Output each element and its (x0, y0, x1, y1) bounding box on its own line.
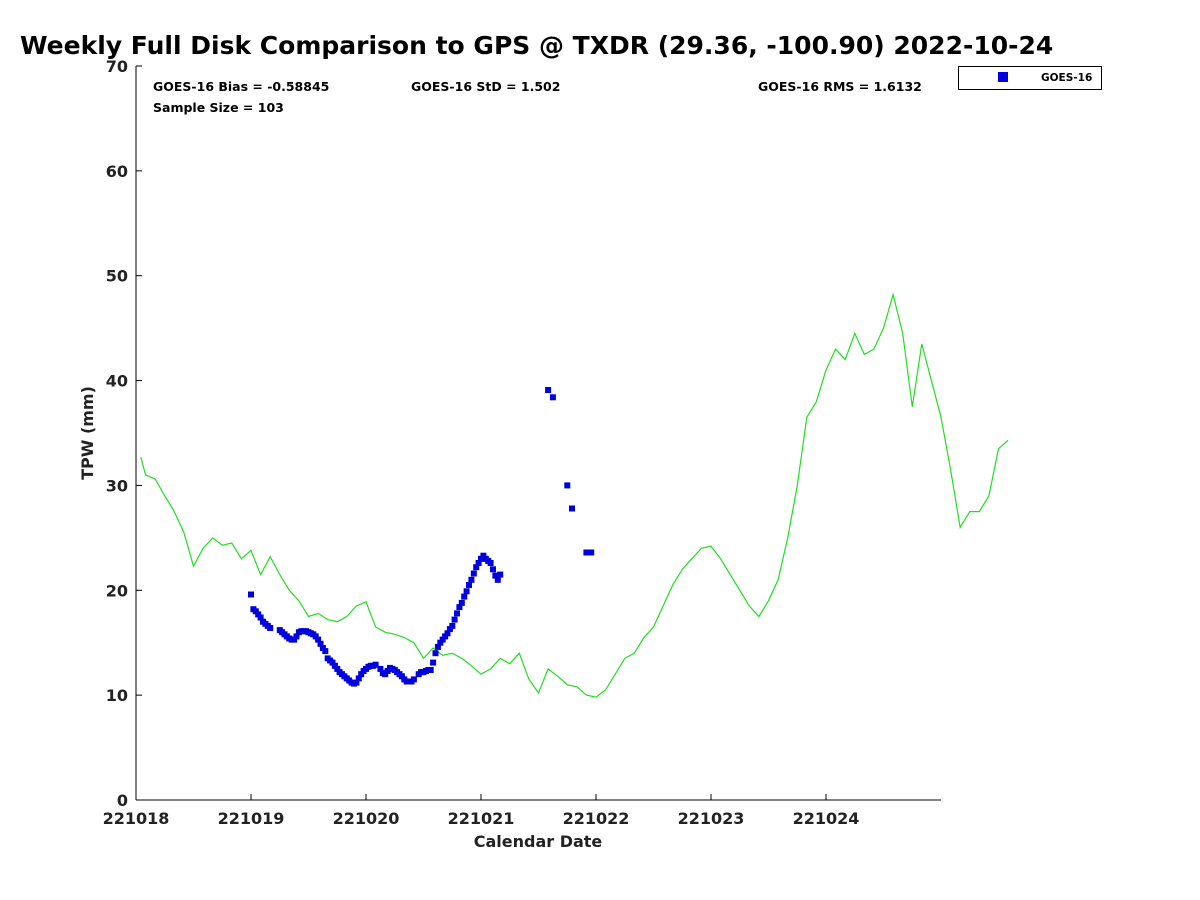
goes16-point (267, 625, 274, 631)
y-axis-label: TPW (mm) (78, 386, 97, 480)
goes16-point (427, 667, 434, 673)
goes16-point (451, 616, 458, 623)
std-stat: GOES-16 StD = 1.502 (411, 79, 560, 94)
goes16-point (442, 633, 449, 640)
goes16-point (322, 648, 329, 655)
rms-stat: GOES-16 RMS = 1.6132 (758, 79, 922, 94)
goes16-point (583, 549, 590, 556)
goes16-point (331, 662, 338, 669)
goes16-point (475, 560, 482, 566)
y-tick-label: 60 (106, 162, 128, 181)
goes16-series-markers (248, 387, 595, 687)
goes16-point (487, 560, 494, 566)
goes16-point (410, 676, 417, 683)
goes16-point (377, 665, 384, 672)
goes16-point (252, 608, 259, 615)
x-tick-label: 221021 (448, 809, 515, 828)
y-tick-label: 0 (117, 791, 128, 810)
goes16-point (463, 588, 470, 595)
x-tick-label: 221023 (678, 809, 745, 828)
goes16-point (494, 576, 501, 583)
goes16-point (480, 552, 487, 559)
goes16-point (430, 659, 437, 666)
x-tick-label: 221020 (333, 809, 400, 828)
goes16-point (446, 626, 453, 633)
goes16-point (382, 671, 389, 678)
goes16-point (478, 555, 484, 562)
y-tick-label: 40 (106, 372, 128, 391)
goes16-point (384, 668, 391, 674)
goes16-point (434, 643, 441, 650)
x-tick-label: 221022 (563, 809, 630, 828)
y-axis: 0 10 20 30 40 50 60 70 (106, 57, 142, 810)
goes16-point (588, 549, 595, 556)
goes16-point (545, 387, 552, 393)
y-tick-label: 20 (106, 581, 128, 600)
goes16-point (293, 633, 300, 640)
goes16-point (461, 593, 468, 600)
goes16-point (454, 610, 460, 617)
chart-title: Weekly Full Disk Comparison to GPS @ TXD… (20, 31, 1053, 60)
goes16-point (317, 640, 324, 647)
goes16-point (329, 659, 336, 666)
goes16-point (334, 665, 341, 672)
x-tick-label: 221019 (218, 809, 285, 828)
y-tick-label: 50 (106, 267, 128, 286)
x-tick-label: 221018 (103, 809, 170, 828)
x-axis-label: Calendar Date (474, 832, 603, 851)
goes16-point (569, 505, 575, 512)
goes16-point (490, 566, 496, 573)
gps-series-line (140, 292, 1009, 698)
goes16-point (319, 645, 326, 651)
x-axis: 221018 221019 221020 221021 221022 221023 2210… (103, 794, 941, 828)
goes16-point (466, 582, 472, 588)
goes16-point (468, 576, 475, 583)
y-tick-label: 70 (106, 57, 128, 76)
goes16-point (372, 661, 379, 668)
y-tick-label: 10 (106, 686, 128, 705)
goes16-point (432, 650, 439, 657)
y-tick-label: 30 (106, 476, 128, 495)
goes16-point (497, 571, 504, 578)
goes16-point (444, 630, 451, 637)
goes16-point (255, 611, 262, 618)
goes16-point (312, 633, 319, 640)
goes16-point (353, 679, 360, 686)
goes16-point (549, 394, 556, 401)
legend-goes16-label: GOES-16 (1041, 72, 1092, 84)
goes16-point (248, 591, 254, 598)
legend-goes16-marker (998, 72, 1008, 82)
bias-stat: GOES-16 Bias = -0.58845 (153, 79, 329, 94)
sample-size-stat: Sample Size = 103 (153, 100, 284, 115)
x-tick-label: 221024 (793, 809, 860, 828)
goes16-point (358, 671, 365, 678)
goes16-point (398, 673, 405, 680)
goes16-point (437, 639, 444, 646)
goes16-point (470, 570, 477, 577)
goes16-point (315, 636, 322, 643)
goes16-point (439, 636, 446, 643)
goes16-point (564, 482, 571, 489)
goes16-point (456, 604, 463, 611)
goes16-point (355, 675, 362, 682)
goes16-point (449, 622, 456, 629)
goes16-point (458, 599, 465, 606)
goes16-point (257, 614, 264, 621)
legend: GOES-16 (958, 66, 1102, 90)
gps-line (140, 292, 1009, 698)
goes16-point (492, 572, 499, 579)
legend-box (958, 66, 1102, 90)
goes16-point (473, 564, 480, 571)
goes16-point (291, 636, 298, 643)
